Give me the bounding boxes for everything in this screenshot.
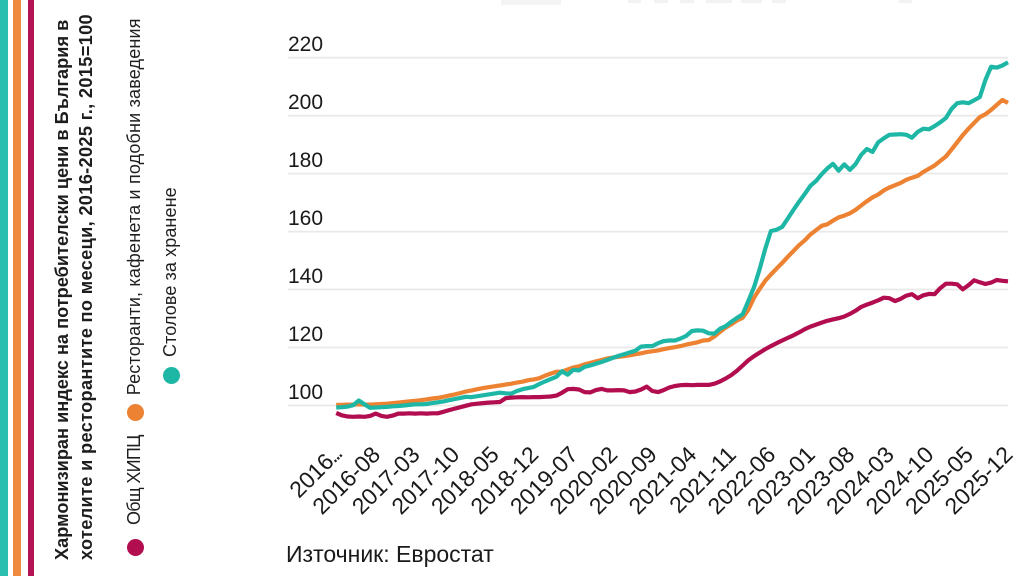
- svg-text:140: 140: [288, 265, 323, 288]
- svg-text:100: 100: [288, 381, 323, 404]
- svg-text:120: 120: [288, 323, 323, 346]
- svg-text:200: 200: [288, 91, 323, 114]
- svg-text:160: 160: [288, 207, 323, 230]
- svg-text:180: 180: [288, 149, 323, 172]
- svg-text:220: 220: [288, 33, 323, 56]
